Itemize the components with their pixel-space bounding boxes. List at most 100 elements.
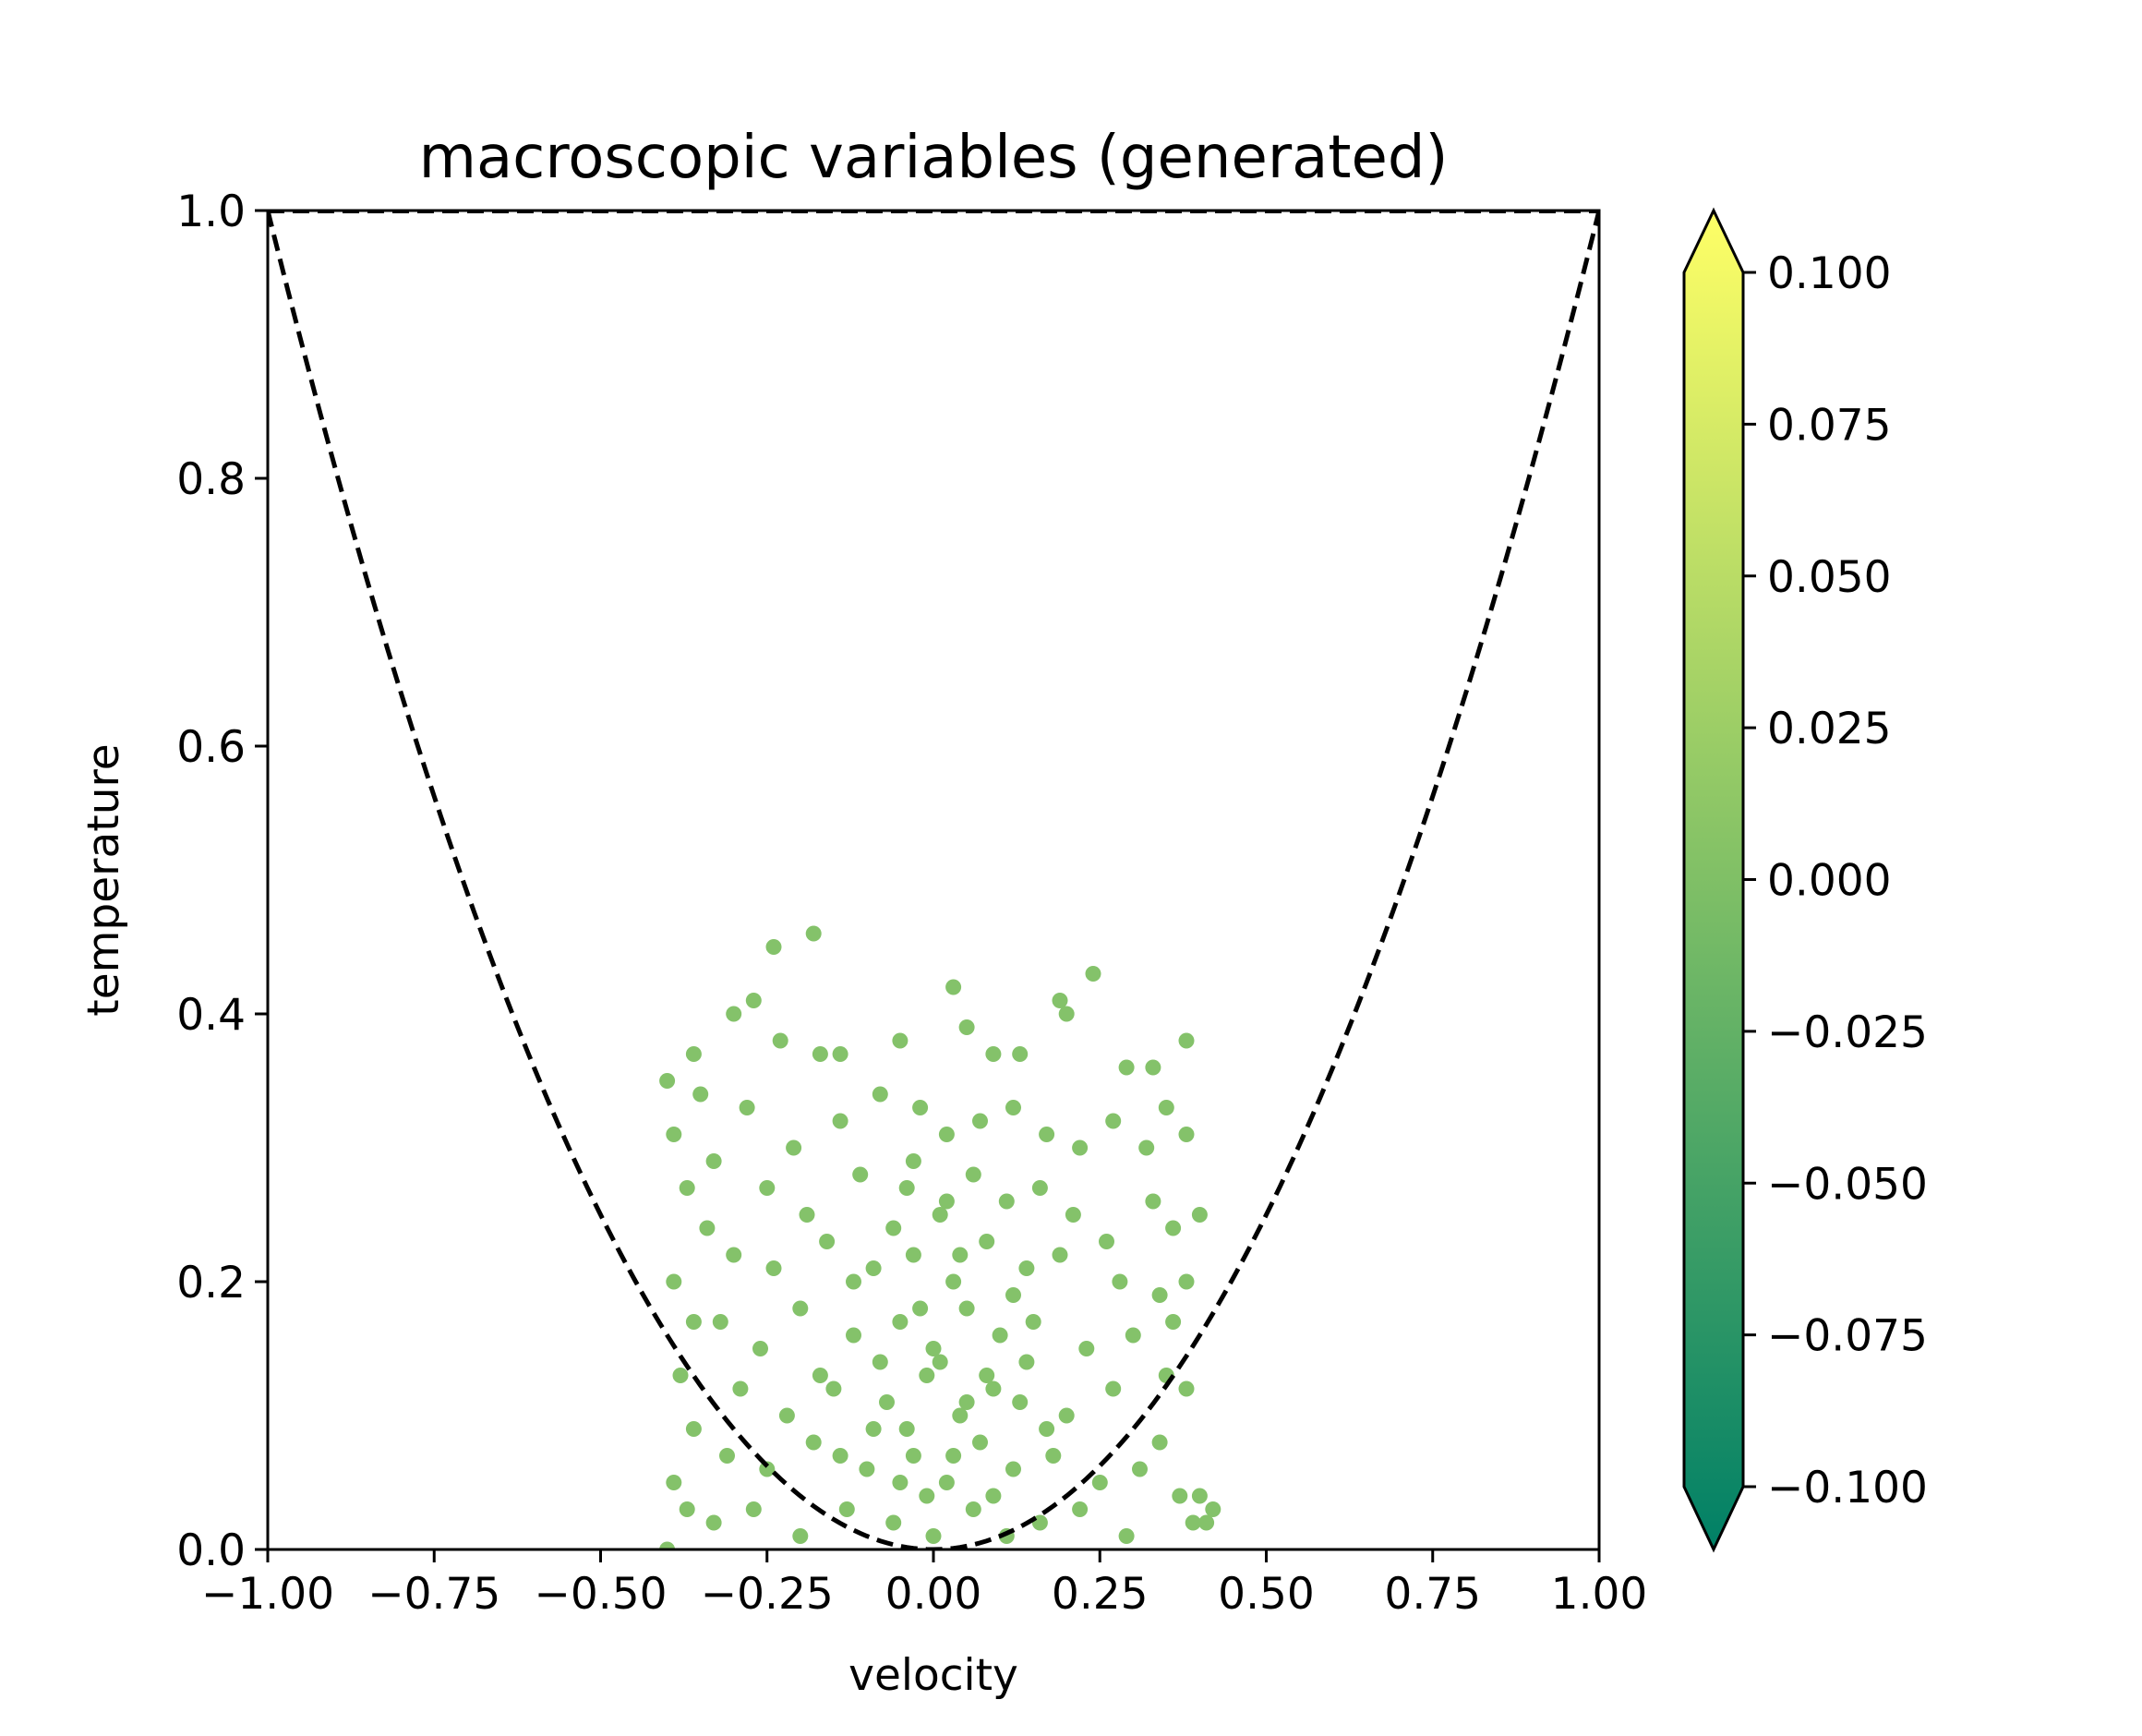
scatter-point bbox=[1018, 1260, 1035, 1276]
scatter-point bbox=[905, 1448, 921, 1464]
scatter-point bbox=[865, 1421, 882, 1437]
scatter-point bbox=[692, 1086, 709, 1103]
scatter-point bbox=[659, 1541, 676, 1549]
scatter-point bbox=[1058, 1006, 1075, 1022]
scatter-point bbox=[666, 1127, 682, 1142]
x-tick-label: −1.00 bbox=[201, 1569, 334, 1620]
scatter-point bbox=[1012, 1394, 1029, 1410]
scatter-point bbox=[965, 1166, 981, 1183]
x-axis: −1.00 −0.75 −0.50 −0.25 0.00 0.25 0.50 0.75 1.00 bbox=[201, 1549, 1647, 1620]
x-tick-label: 0.50 bbox=[1218, 1569, 1315, 1620]
scatter-point bbox=[1058, 1407, 1075, 1424]
scatter-point bbox=[852, 1166, 869, 1183]
scatter-point bbox=[898, 1421, 915, 1437]
scatter-point bbox=[1191, 1207, 1208, 1223]
scatter-point bbox=[825, 1380, 842, 1397]
scatter-point bbox=[932, 1354, 948, 1370]
scatter-point bbox=[685, 1421, 702, 1437]
scatter-point bbox=[985, 1488, 1002, 1504]
scatter-point bbox=[846, 1327, 861, 1344]
scatter-point bbox=[832, 1113, 848, 1129]
scatter-point bbox=[679, 1180, 695, 1196]
scatter-point bbox=[1018, 1354, 1035, 1370]
scatter-point bbox=[1158, 1100, 1174, 1115]
scatter-point bbox=[1138, 1139, 1155, 1156]
scatter-point bbox=[1031, 1180, 1048, 1196]
y-axis-label: temperature bbox=[78, 743, 129, 1016]
scatter-point bbox=[745, 1501, 762, 1517]
x-tick-label: 0.25 bbox=[1052, 1569, 1149, 1620]
scatter-point bbox=[1025, 1314, 1041, 1330]
scatter-point bbox=[726, 1006, 742, 1022]
scatter-point bbox=[958, 1300, 975, 1317]
scatter-point bbox=[805, 1434, 822, 1451]
scatter-point bbox=[1091, 1475, 1108, 1490]
x-tick-label: 0.75 bbox=[1384, 1569, 1481, 1620]
scatter-point bbox=[979, 1368, 995, 1383]
scatter-point bbox=[659, 1073, 676, 1089]
scatter-point bbox=[1105, 1113, 1122, 1129]
scatter-point bbox=[885, 1514, 902, 1531]
y-tick-label: 0.0 bbox=[176, 1525, 246, 1576]
scatter-point bbox=[805, 925, 822, 942]
scatter-point bbox=[1145, 1193, 1161, 1210]
x-tick-label: 1.00 bbox=[1551, 1569, 1648, 1620]
scatter-point bbox=[892, 1032, 909, 1049]
scatter-point bbox=[885, 1220, 902, 1236]
scatter-point bbox=[945, 979, 962, 995]
scatter-point bbox=[699, 1220, 716, 1236]
scatter-point bbox=[1039, 1127, 1055, 1142]
scatter-point bbox=[1052, 993, 1068, 1008]
colorbar-tick-label: −0.075 bbox=[1767, 1311, 1928, 1362]
scatter-point bbox=[719, 1448, 735, 1464]
scatter-point bbox=[1078, 1341, 1095, 1356]
scatter-point bbox=[1005, 1287, 1021, 1303]
scatter-point bbox=[872, 1354, 888, 1370]
y-tick-label: 0.2 bbox=[176, 1258, 246, 1308]
scatter-point bbox=[992, 1327, 1008, 1344]
colorbar-tick-label: −0.050 bbox=[1767, 1159, 1928, 1210]
scatter-point bbox=[846, 1273, 861, 1290]
scatter-point bbox=[965, 1501, 981, 1517]
scatter-point bbox=[672, 1368, 689, 1383]
colorbar-tick-label: −0.025 bbox=[1767, 1007, 1928, 1058]
scatter-point bbox=[1012, 1046, 1029, 1062]
scatter-point bbox=[912, 1100, 929, 1115]
scatter-point bbox=[919, 1368, 935, 1383]
scatter-point bbox=[1172, 1488, 1188, 1504]
scatter-point bbox=[739, 1100, 755, 1115]
scatter-point bbox=[666, 1475, 682, 1490]
scatter-point bbox=[938, 1475, 955, 1490]
scatter-point bbox=[1052, 1247, 1068, 1263]
scatter-point bbox=[712, 1314, 728, 1330]
scatter-point bbox=[905, 1153, 921, 1169]
scatter-point bbox=[685, 1046, 702, 1062]
colorbar-ticks: 0.100 0.075 0.050 0.025 0.000 −0.025 −0.050 −0.… bbox=[1743, 248, 1928, 1513]
scatter-point bbox=[952, 1407, 969, 1424]
scatter-point bbox=[1198, 1514, 1215, 1531]
scatter-point bbox=[1065, 1207, 1081, 1223]
scatter-point bbox=[685, 1314, 702, 1330]
scatter-point bbox=[865, 1260, 882, 1276]
scatter-point bbox=[919, 1488, 935, 1504]
scatter-point bbox=[732, 1380, 749, 1397]
y-tick-label: 1.0 bbox=[176, 187, 246, 237]
scatter-point bbox=[679, 1501, 695, 1517]
scatter-point bbox=[1191, 1488, 1208, 1504]
colorbar-body bbox=[1682, 207, 1745, 1553]
y-axis: 0.0 0.2 0.4 0.6 0.8 1.0 bbox=[176, 187, 268, 1576]
scatter-point bbox=[859, 1461, 875, 1477]
scatter-point bbox=[892, 1314, 909, 1330]
x-axis-label: velocity bbox=[848, 1650, 1018, 1701]
scatter-point bbox=[905, 1247, 921, 1263]
scatter-point bbox=[819, 1234, 836, 1249]
scatter-point bbox=[945, 1273, 962, 1290]
scatter-point bbox=[1178, 1273, 1195, 1290]
scatter-point bbox=[1045, 1448, 1062, 1464]
scatter-point bbox=[898, 1180, 915, 1196]
scatter-point bbox=[786, 1139, 802, 1156]
scatter-point bbox=[938, 1193, 955, 1210]
scatter-point bbox=[1085, 966, 1101, 982]
scatter-point bbox=[1178, 1380, 1195, 1397]
